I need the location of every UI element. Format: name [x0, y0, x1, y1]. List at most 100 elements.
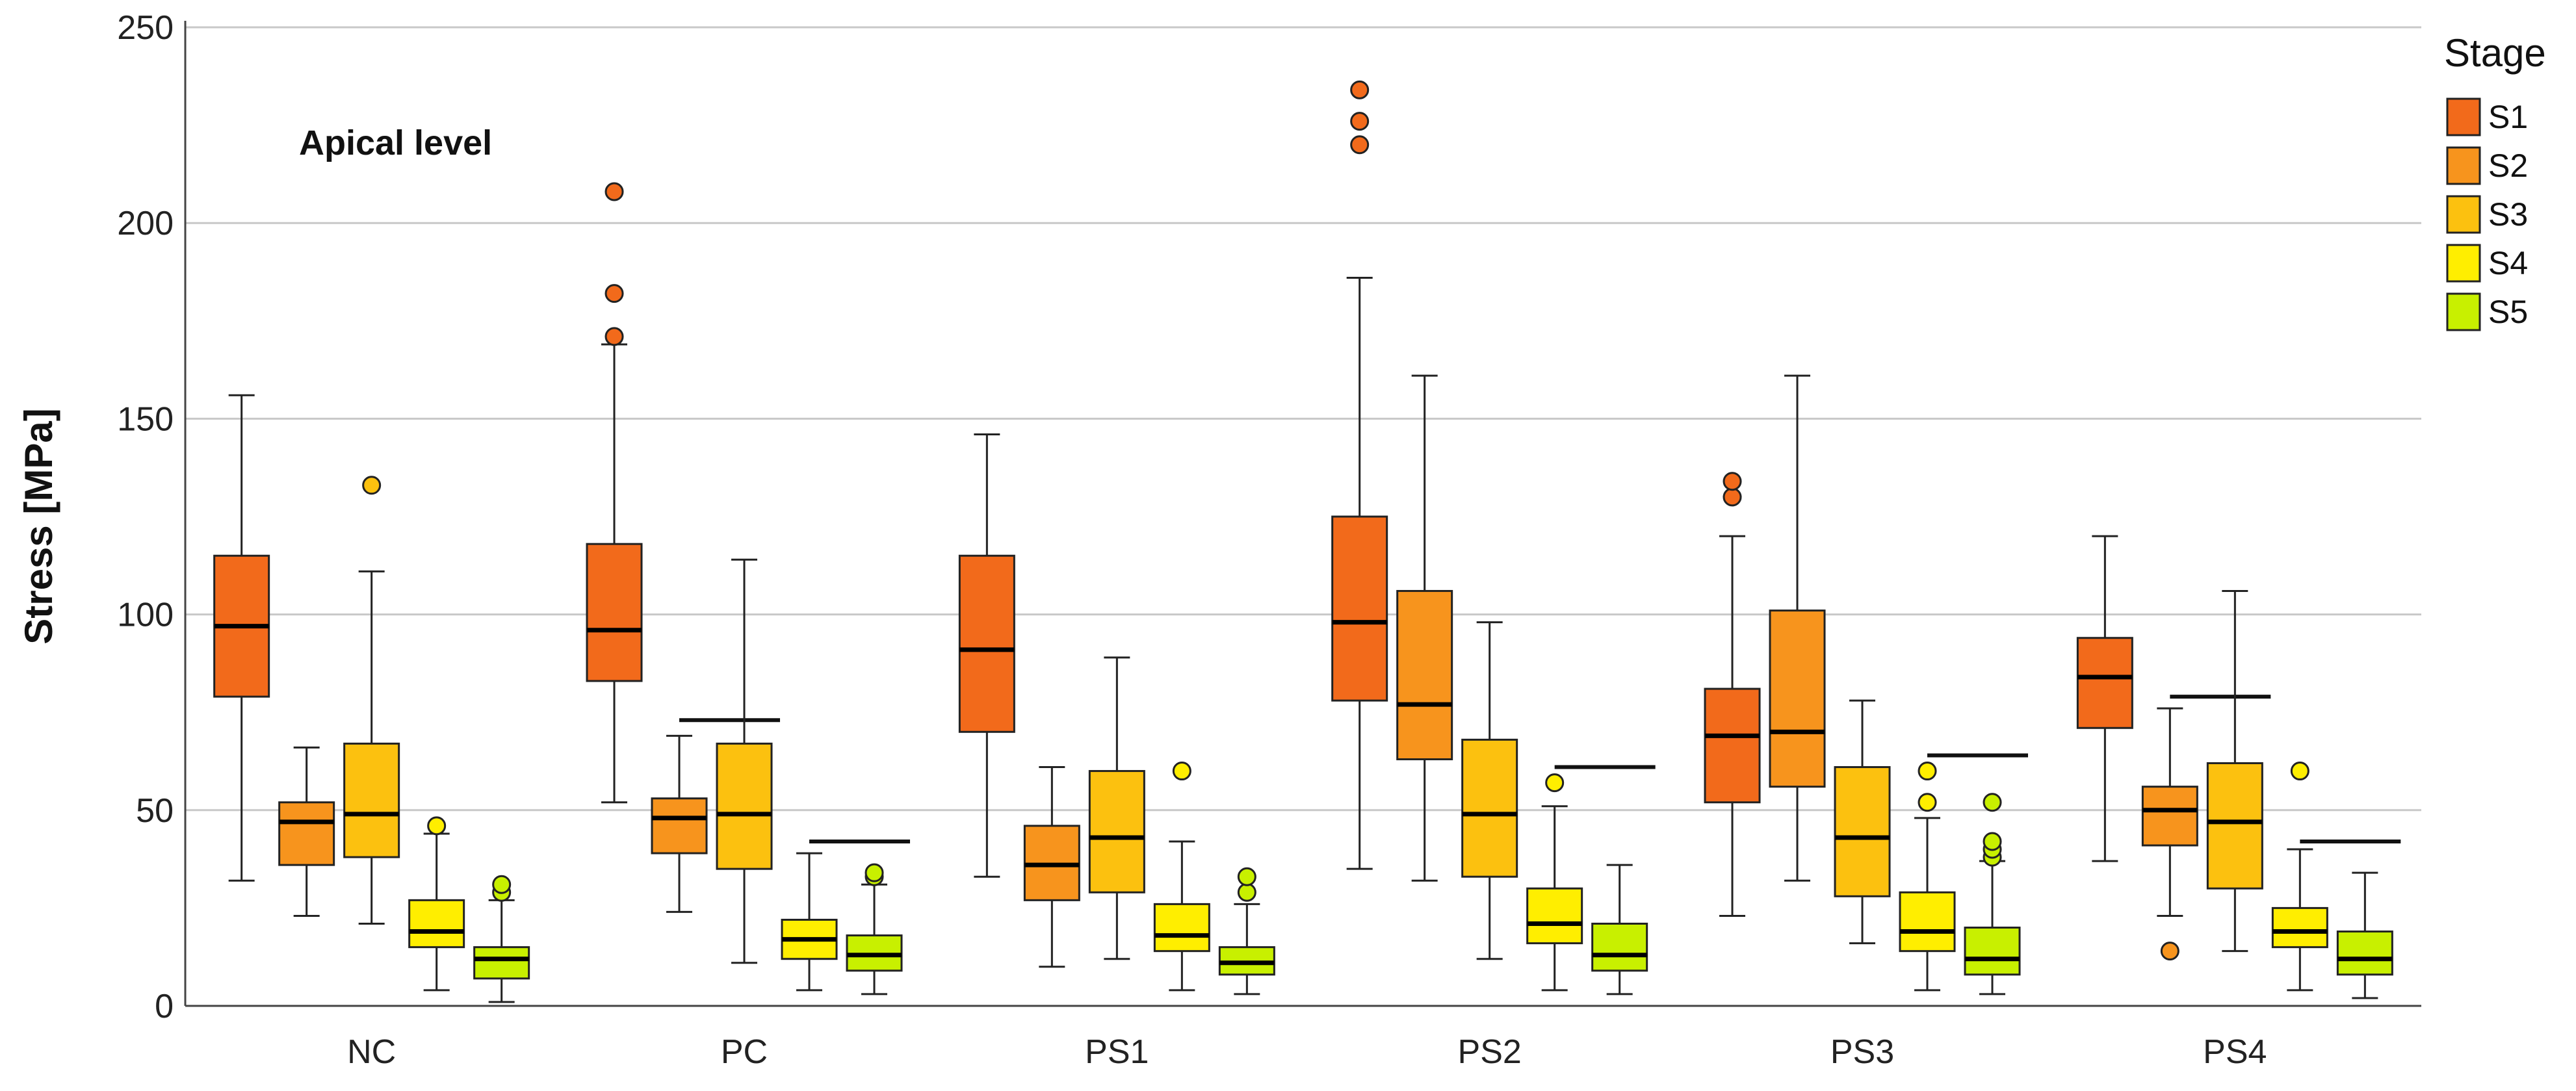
box-PS4-S4 — [2271, 762, 2328, 992]
box-PS3-S5 — [1964, 793, 2021, 995]
iqr-box — [1964, 927, 2021, 976]
series-S2 — [278, 374, 2198, 968]
box-PC-S2 — [651, 734, 708, 913]
box-NC-S4 — [408, 816, 465, 992]
iqr-box — [473, 946, 530, 980]
iqr-box — [2336, 931, 2393, 976]
outlier-point — [362, 476, 382, 495]
x-tick-labels: NC PC PS1 PS2 PS3 PS4 — [347, 1033, 2267, 1071]
box-PS2-S3 — [1461, 621, 1518, 960]
y-tick-label: 200 — [117, 205, 174, 242]
box-PC-S5 — [846, 863, 903, 995]
iqr-box — [1396, 589, 1453, 760]
box-PS2-S5 — [1591, 864, 1648, 995]
box-PS3-S4 — [1899, 762, 1956, 992]
legend-swatch — [2446, 292, 2481, 331]
iqr-box — [1088, 770, 1145, 893]
iqr-box — [1591, 922, 1648, 972]
box-PS4-S1 — [2076, 535, 2133, 862]
y-tick-labels: 0 50 100 150 200 250 — [117, 9, 174, 1025]
box-NC-S5 — [473, 875, 530, 1003]
legend-item-S3: S3 — [2446, 195, 2528, 234]
x-tick-label: NC — [347, 1033, 396, 1071]
box-NC-S1 — [213, 394, 270, 882]
iqr-box — [586, 543, 643, 682]
outlier-point — [492, 875, 512, 894]
box-PS1-S5 — [1218, 867, 1275, 995]
box-PS3-S1 — [1704, 472, 1761, 917]
legend-title: Stage — [2444, 31, 2546, 75]
legend: Stage S1 S2 S3 S4 S5 — [2444, 31, 2546, 331]
legend-item-S4: S4 — [2446, 244, 2528, 283]
outlier-point — [1918, 762, 1937, 781]
legend-swatch — [2446, 244, 2481, 283]
outlier-point — [1172, 762, 1191, 781]
grid-lines — [185, 26, 2421, 812]
series-S5 — [473, 793, 2393, 1003]
x-tick-label: PS4 — [2203, 1033, 2267, 1071]
legend-label: S1 — [2488, 99, 2528, 135]
outlier-point — [865, 863, 884, 882]
box-PS2-S4 — [1526, 773, 1583, 992]
outlier-point — [1983, 832, 2002, 851]
outlier-point — [2290, 762, 2309, 781]
outlier-point — [605, 284, 624, 303]
legend-item-S1: S1 — [2446, 97, 2528, 136]
iqr-box — [1769, 610, 1826, 788]
x-tick-label: PC — [721, 1033, 768, 1071]
outlier-point — [427, 816, 447, 836]
reference-lines — [679, 695, 2401, 843]
series-S1 — [213, 80, 2133, 917]
outlier-point — [1237, 867, 1256, 886]
iqr-box — [1834, 766, 1891, 897]
x-tick-label: PS3 — [1830, 1033, 1894, 1071]
box-PS2-S2 — [1396, 374, 1453, 882]
iqr-box — [1331, 515, 1388, 702]
outlier-point — [1350, 80, 1370, 99]
box-PS1-S1 — [958, 433, 1015, 878]
iqr-box — [2206, 762, 2263, 890]
legend-swatch — [2446, 146, 2481, 185]
iqr-box — [2076, 637, 2133, 729]
outlier-point — [1545, 773, 1565, 793]
legend-item-S5: S5 — [2446, 292, 2528, 331]
box-PS1-S2 — [1023, 766, 1080, 968]
x-tick-label: PS1 — [1085, 1033, 1149, 1071]
iqr-box — [2141, 786, 2198, 847]
outlier-point — [1723, 487, 1742, 507]
legend-swatch — [2446, 195, 2481, 234]
iqr-box — [408, 899, 465, 949]
series-S4 — [408, 762, 2328, 992]
series-S3 — [343, 476, 2263, 964]
box-PC-S4 — [781, 852, 838, 992]
outlier-point — [1918, 793, 1937, 812]
iqr-box — [1899, 891, 1956, 953]
iqr-box — [716, 742, 773, 870]
box-series — [213, 80, 2393, 1003]
outlier-point — [1983, 793, 2002, 812]
iqr-box — [1526, 887, 1583, 945]
box-PC-S3 — [716, 558, 773, 964]
box-PS4-S3 — [2206, 589, 2263, 953]
legend-swatch — [2446, 97, 2481, 136]
iqr-box — [1153, 903, 1210, 953]
box-PC-S1 — [586, 182, 643, 804]
legend-label: S4 — [2488, 245, 2528, 281]
y-tick-label: 250 — [117, 9, 174, 47]
outlier-point — [605, 327, 624, 346]
chart-annotation: Apical level — [299, 123, 492, 162]
outlier-point — [2160, 942, 2179, 961]
box-PS1-S4 — [1153, 762, 1210, 992]
outlier-point — [1350, 112, 1370, 131]
iqr-box — [1704, 687, 1761, 804]
outlier-point — [1237, 882, 1256, 902]
box-PS3-S3 — [1834, 699, 1891, 945]
y-axis-title: Stress [MPa] — [17, 408, 60, 644]
legend-label: S2 — [2488, 148, 2528, 184]
outlier-point — [1350, 135, 1370, 155]
y-tick-label: 50 — [136, 792, 174, 830]
y-tick-label: 150 — [117, 400, 174, 438]
box-PS4-S2 — [2141, 707, 2198, 961]
iqr-box — [2271, 906, 2328, 949]
